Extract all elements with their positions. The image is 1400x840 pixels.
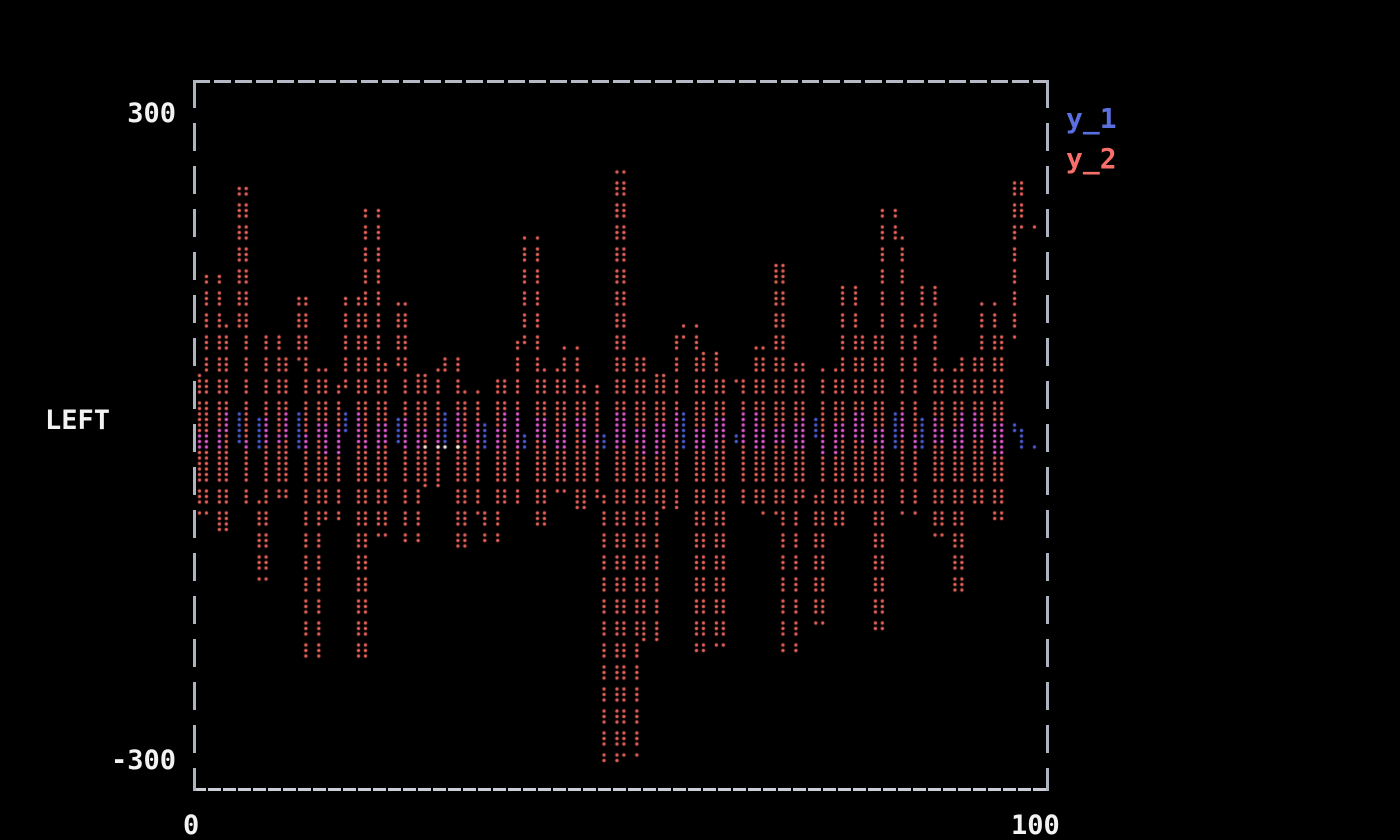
plot-border-right [1046,80,1049,791]
x-axis-min-tick-label: 0 [183,810,200,840]
y-axis-min-tick-label: -300 [110,745,176,776]
legend-item-y2: y_2 [1066,142,1117,175]
legend: y_1 y_2 [1066,99,1117,179]
plot-border-top [193,80,1049,83]
y-axis-max-tick-label: 300 [127,98,176,129]
legend-item-y1: y_1 [1066,102,1117,135]
plot-border-left [193,80,196,791]
y-axis-title: LEFT [45,405,111,436]
x-axis-max-tick-label: 100 [1011,810,1060,840]
plot-border-bottom [193,788,1049,791]
